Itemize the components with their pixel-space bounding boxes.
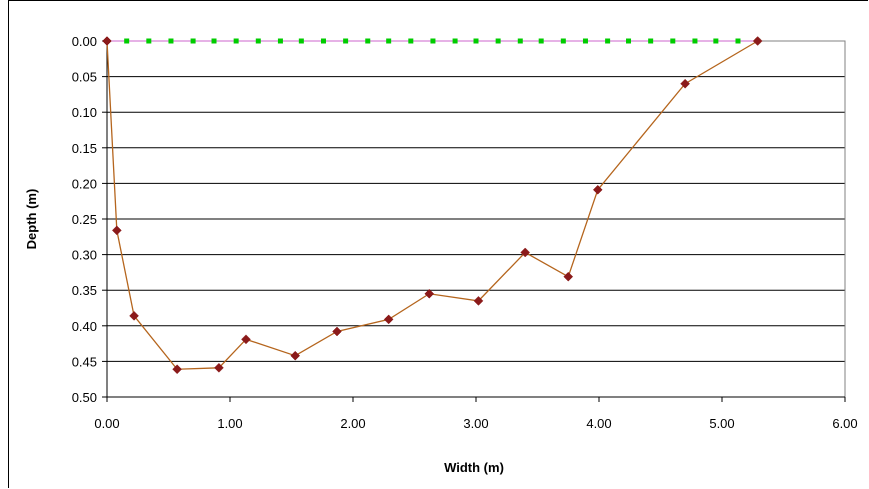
data-point: [680, 78, 690, 89]
data-point: [692, 38, 698, 44]
y-axis-title: Depth (m): [24, 189, 39, 250]
x-tick-label: 3.00: [463, 416, 488, 431]
data-point: [146, 38, 152, 44]
data-point: [605, 38, 611, 44]
data-point: [430, 38, 436, 44]
data-point: [211, 38, 217, 44]
data-point: [365, 38, 371, 44]
data-point: [129, 310, 139, 321]
data-point: [735, 38, 741, 44]
x-tick-label: 4.00: [586, 416, 611, 431]
data-point: [582, 38, 588, 44]
data-point: [298, 38, 304, 44]
y-tick-label: 0.35: [72, 283, 97, 298]
x-tick-label: 6.00: [832, 416, 857, 431]
data-point: [408, 38, 414, 44]
data-point: [424, 288, 435, 299]
chart-frame: [8, 0, 868, 488]
data-point: [563, 271, 574, 282]
y-tick-label: 0.40: [72, 319, 97, 334]
data-point: [277, 38, 283, 44]
data-point: [383, 314, 394, 325]
data-point: [124, 38, 130, 44]
data-point: [241, 334, 251, 345]
y-tick-label: 0.50: [72, 390, 97, 405]
data-point: [752, 36, 763, 46]
x-tick-label: 5.00: [709, 416, 734, 431]
data-point: [520, 247, 531, 258]
series-0: [102, 36, 763, 375]
data-point: [473, 296, 484, 306]
series-line: [106, 40, 758, 370]
grid: [107, 40, 845, 398]
x-tick-label: 1.00: [217, 416, 242, 431]
data-point: [452, 38, 458, 44]
data-point: [190, 38, 196, 44]
x-tick-label: 2.00: [340, 416, 365, 431]
data-point: [592, 184, 603, 195]
data-point: [538, 38, 544, 44]
data-point: [214, 362, 224, 373]
y-tick-label: 0.00: [72, 34, 97, 49]
y-tick-label: 0.20: [72, 176, 97, 191]
data-point: [386, 38, 392, 44]
data-point: [102, 36, 112, 46]
data-point: [648, 38, 654, 44]
x-axis-title: Width (m): [444, 460, 504, 475]
y-tick-label: 0.30: [72, 248, 97, 263]
axes: 0.00 0.05 0.10 0.15 0.20 0.25 0.30 0.35 0.40 0.45…: [72, 34, 858, 431]
x-tick-label: 0.00: [94, 416, 119, 431]
data-point: [111, 225, 122, 236]
data-point: [495, 38, 501, 44]
data-point: [172, 364, 182, 375]
series-1: [104, 38, 761, 44]
y-tick-label: 0.05: [72, 70, 97, 85]
data-point: [320, 38, 326, 44]
data-point: [168, 38, 174, 44]
data-point: [473, 38, 479, 44]
data-point: [332, 326, 342, 337]
y-tick-label: 0.10: [72, 105, 97, 120]
data-point: [343, 38, 349, 44]
data-point: [255, 38, 261, 44]
series-layer: [102, 36, 763, 375]
y-tick-label: 0.15: [72, 141, 97, 156]
data-point: [517, 38, 523, 44]
data-point: [626, 38, 632, 44]
data-point: [233, 38, 239, 44]
data-point: [670, 38, 676, 44]
y-tick-label: 0.45: [72, 354, 97, 369]
y-tick-label: 0.25: [72, 212, 97, 227]
data-point: [290, 350, 301, 361]
data-point: [560, 38, 566, 44]
data-point: [713, 38, 719, 44]
